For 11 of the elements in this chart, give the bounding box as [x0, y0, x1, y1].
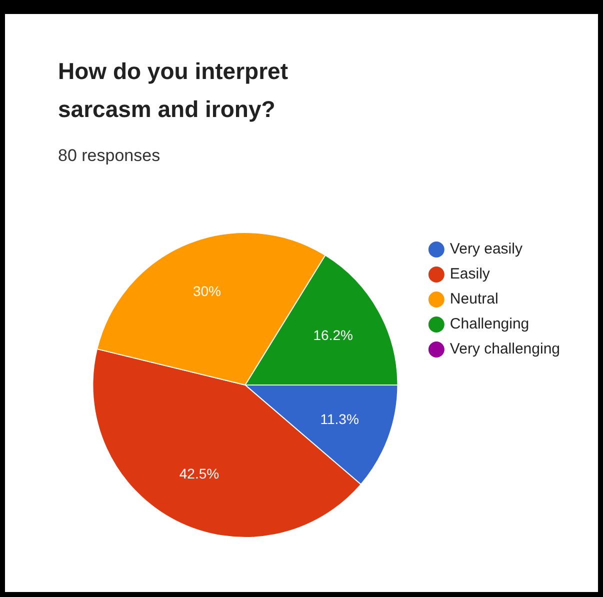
chart-title: How do you interpret sarcasm and irony? — [58, 57, 289, 124]
legend-label: Very challenging — [450, 340, 560, 358]
legend-label: Neutral — [450, 290, 498, 308]
data-label: 42.5% — [179, 465, 220, 482]
data-label: 16.2% — [313, 326, 353, 343]
legend-label: Very easily — [450, 240, 523, 258]
data-label: 30% — [192, 282, 222, 299]
legend-label: Easily — [450, 266, 490, 283]
chart-subtitle: 80 responses — [58, 146, 160, 166]
data-label: 11.3% — [320, 410, 359, 427]
legend-label: Challenging — [450, 316, 530, 333]
